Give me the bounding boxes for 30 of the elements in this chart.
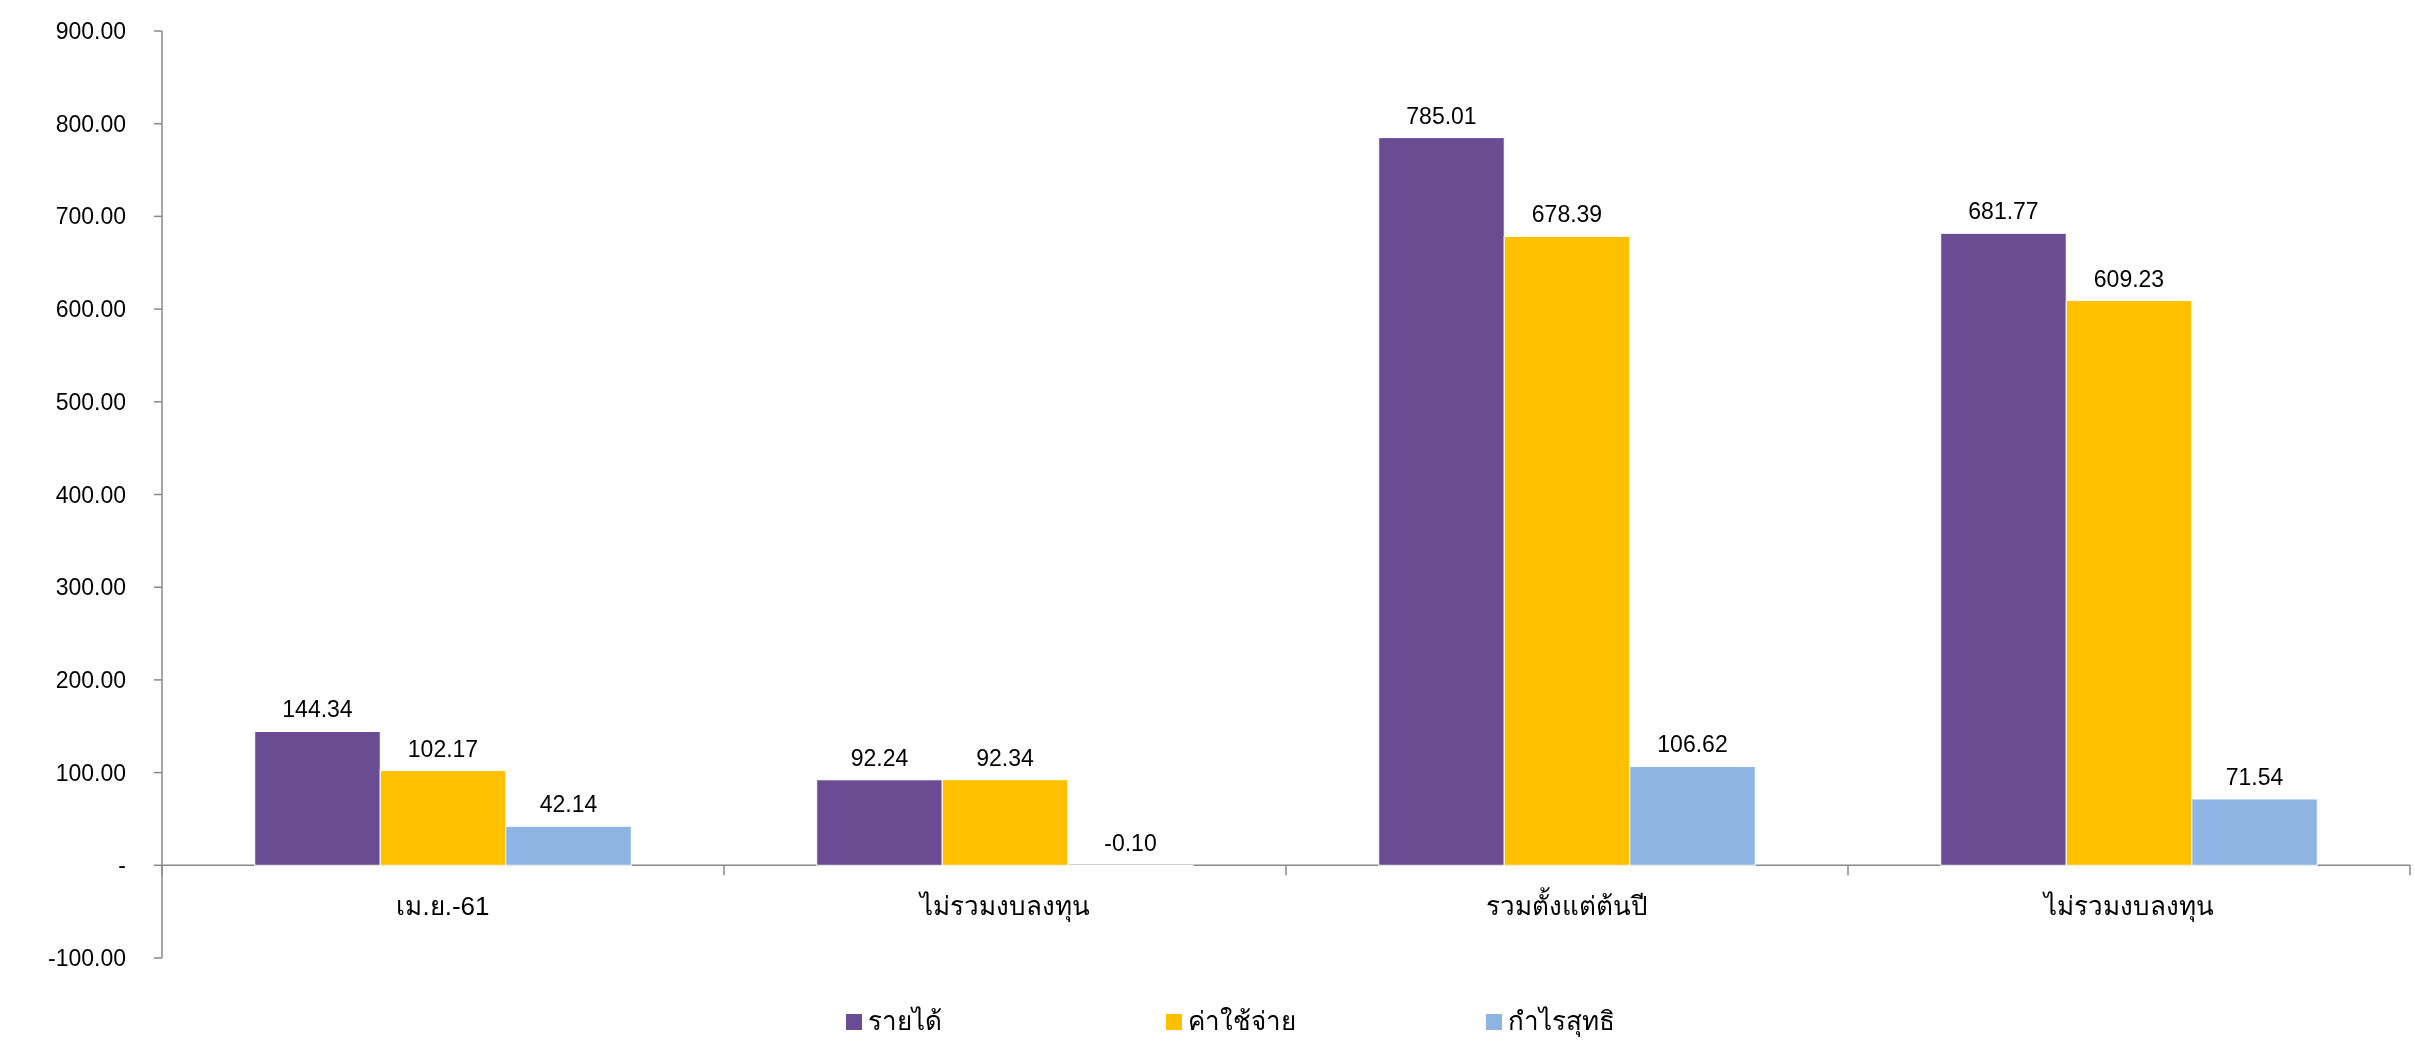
data-label: 144.34 bbox=[282, 696, 353, 723]
y-tick-label: 300.00 bbox=[55, 574, 126, 601]
legend-label: รายได้ bbox=[868, 1006, 942, 1036]
data-label: -0.10 bbox=[1104, 830, 1157, 857]
x-tick-label: เม.ย.-61 bbox=[396, 891, 490, 922]
data-label: 609.23 bbox=[2093, 265, 2165, 292]
data-label: 681.77 bbox=[1968, 198, 2039, 225]
data-label: 92.24 bbox=[850, 744, 909, 771]
y-tick-label: 700.00 bbox=[55, 203, 126, 230]
data-label: 71.54 bbox=[2225, 763, 2284, 790]
y-tick-label: 200.00 bbox=[55, 666, 126, 693]
y-tick-label: 500.00 bbox=[55, 388, 126, 415]
x-tick-label: รวมตั้งแต่ต้นปี bbox=[1486, 887, 1648, 922]
data-label: 42.14 bbox=[539, 791, 598, 818]
data-label: 785.01 bbox=[1406, 102, 1477, 129]
x-tick-label: ไม่รวมงบลงทุน bbox=[918, 891, 1090, 923]
y-tick-label: 100.00 bbox=[55, 759, 126, 786]
data-label: 678.39 bbox=[1531, 201, 1603, 228]
y-tick-label: 400.00 bbox=[55, 481, 126, 508]
data-label: 102.17 bbox=[407, 735, 479, 762]
y-tick-label: - bbox=[118, 852, 126, 879]
y-tick-label: 800.00 bbox=[55, 110, 126, 137]
x-tick-label: ไม่รวมงบลงทุน bbox=[2042, 891, 2214, 923]
data-label: 92.34 bbox=[976, 744, 1034, 771]
y-tick-label: 600.00 bbox=[55, 296, 126, 323]
data-label: 106.62 bbox=[1657, 731, 1728, 758]
y-tick-label: -100.00 bbox=[47, 945, 126, 971]
y-tick-label: 900.00 bbox=[55, 18, 126, 44]
legend-label: กำไรสุทธิ bbox=[1508, 1006, 1615, 1037]
legend-label: ค่าใช้จ่าย bbox=[1188, 1006, 1296, 1036]
